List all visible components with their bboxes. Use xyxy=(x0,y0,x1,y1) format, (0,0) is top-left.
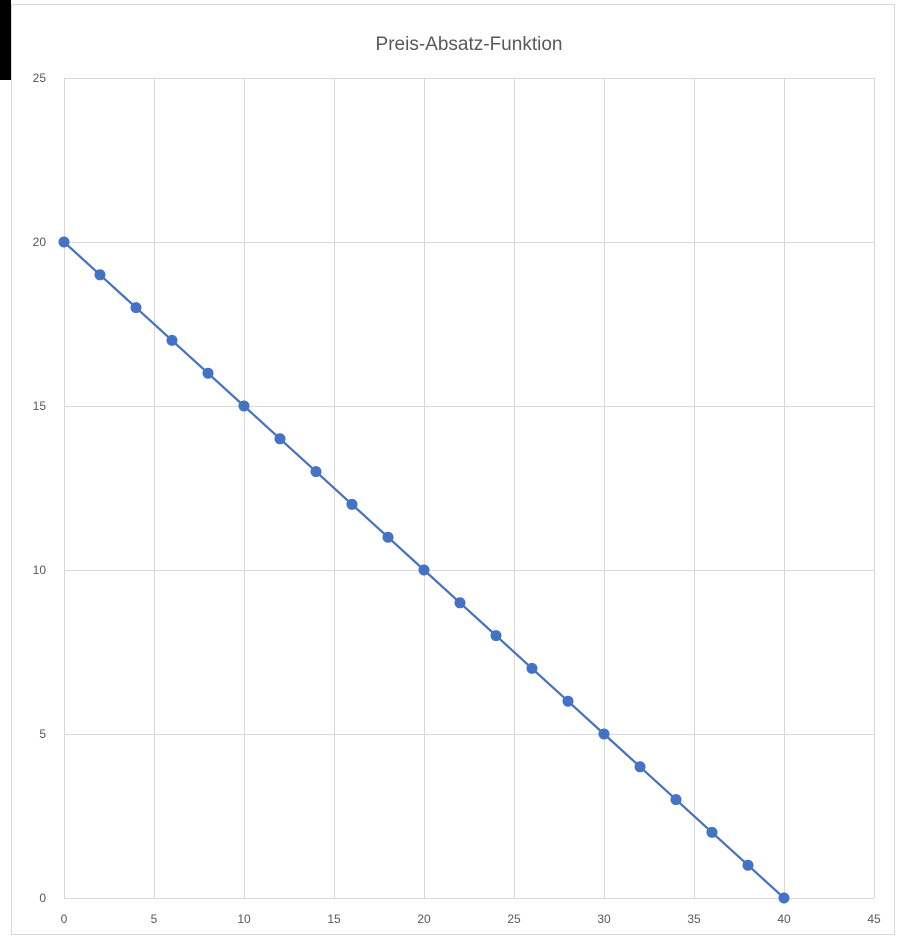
data-point xyxy=(742,859,754,871)
x-tick-label: 30 xyxy=(597,912,611,926)
x-tick-label: 0 xyxy=(61,912,68,926)
data-point xyxy=(634,761,646,773)
corner-mark xyxy=(0,0,11,80)
axis-labels: 0 5 10 15 20 25 0 5 10 15 20 25 30 35 40 45 xyxy=(33,71,881,926)
x-tick-label: 10 xyxy=(237,912,251,926)
data-point xyxy=(238,400,250,412)
y-tick-label: 10 xyxy=(33,563,47,577)
data-point xyxy=(562,695,574,707)
data-point xyxy=(274,433,286,445)
data-point xyxy=(526,662,538,674)
grid-layer xyxy=(64,78,875,899)
data-point xyxy=(778,892,790,904)
chart-title: Preis-Absatz-Funktion xyxy=(376,34,563,55)
data-point xyxy=(94,269,106,281)
x-tick-label: 5 xyxy=(151,912,158,926)
data-point xyxy=(310,466,322,478)
data-point xyxy=(202,367,214,379)
data-point xyxy=(670,794,682,806)
series-layer xyxy=(58,236,790,904)
data-point xyxy=(166,334,178,346)
data-point xyxy=(454,597,466,609)
x-tick-label: 15 xyxy=(327,912,341,926)
data-point xyxy=(346,498,358,510)
x-tick-label: 35 xyxy=(687,912,701,926)
data-point xyxy=(490,630,502,642)
data-point xyxy=(130,302,142,314)
x-tick-label: 20 xyxy=(417,912,431,926)
data-point xyxy=(598,728,610,740)
y-tick-label: 25 xyxy=(33,71,47,85)
data-point xyxy=(382,531,394,543)
data-point xyxy=(58,236,70,248)
data-point xyxy=(706,826,718,838)
y-tick-label: 5 xyxy=(39,727,46,741)
y-tick-label: 20 xyxy=(33,235,47,249)
data-point xyxy=(418,564,430,576)
y-tick-label: 0 xyxy=(39,891,46,905)
x-tick-label: 40 xyxy=(777,912,791,926)
chart-border xyxy=(11,4,895,935)
x-tick-label: 25 xyxy=(507,912,521,926)
y-tick-label: 15 xyxy=(33,399,47,413)
x-tick-label: 45 xyxy=(867,912,881,926)
